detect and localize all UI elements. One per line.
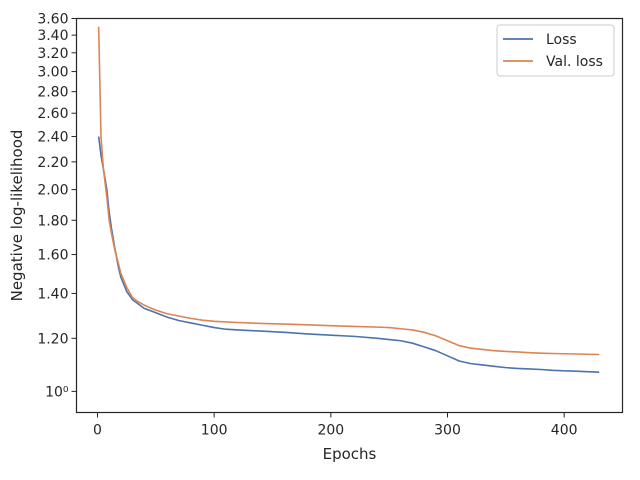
x-tick-label: 300 bbox=[434, 423, 461, 439]
y-tick-label: 2.80 bbox=[37, 85, 68, 101]
y-tick-label: 2.00 bbox=[37, 183, 68, 199]
legend-label-val-loss: Val. loss bbox=[546, 54, 603, 70]
y-tick-label: 3.00 bbox=[37, 65, 68, 81]
x-tick-label: 400 bbox=[551, 423, 578, 439]
legend-label-loss: Loss bbox=[546, 32, 577, 48]
plot-frame bbox=[75, 17, 624, 414]
y-tick-label: 1.40 bbox=[37, 286, 68, 302]
y-axis: 10⁰ 1.20 1.40 1.60 1.80 2.00 2.20 2.40 2.60 2.80 3… bbox=[37, 12, 77, 400]
y-tick-label: 3.40 bbox=[37, 28, 68, 44]
x-tick-label: 100 bbox=[201, 423, 228, 439]
y-tick-label: 3.20 bbox=[37, 46, 68, 62]
legend-box bbox=[496, 24, 615, 77]
y-tick-label: 2.20 bbox=[37, 155, 68, 171]
y-tick-label: 2.40 bbox=[37, 130, 68, 146]
x-tick-label: 0 bbox=[93, 423, 102, 439]
y-tick-label: 10⁰ bbox=[45, 384, 69, 400]
y-tick-label: 1.20 bbox=[37, 331, 68, 347]
plot-lines bbox=[97, 26, 600, 374]
series-line-val-loss bbox=[97, 26, 600, 356]
series-line-loss bbox=[97, 136, 600, 374]
x-axis-title: Epochs bbox=[323, 445, 377, 463]
y-tick-label: 1.60 bbox=[37, 248, 68, 264]
x-tick-label: 200 bbox=[317, 423, 344, 439]
x-axis: 0 100 200 300 400 bbox=[93, 412, 578, 439]
y-tick-label: 3.60 bbox=[37, 12, 68, 28]
legend: Loss Val. loss bbox=[496, 24, 615, 77]
y-axis-title: Negative log-likelihood bbox=[8, 130, 26, 302]
y-tick-label: 2.60 bbox=[37, 106, 68, 122]
y-tick-label: 1.80 bbox=[37, 213, 68, 229]
